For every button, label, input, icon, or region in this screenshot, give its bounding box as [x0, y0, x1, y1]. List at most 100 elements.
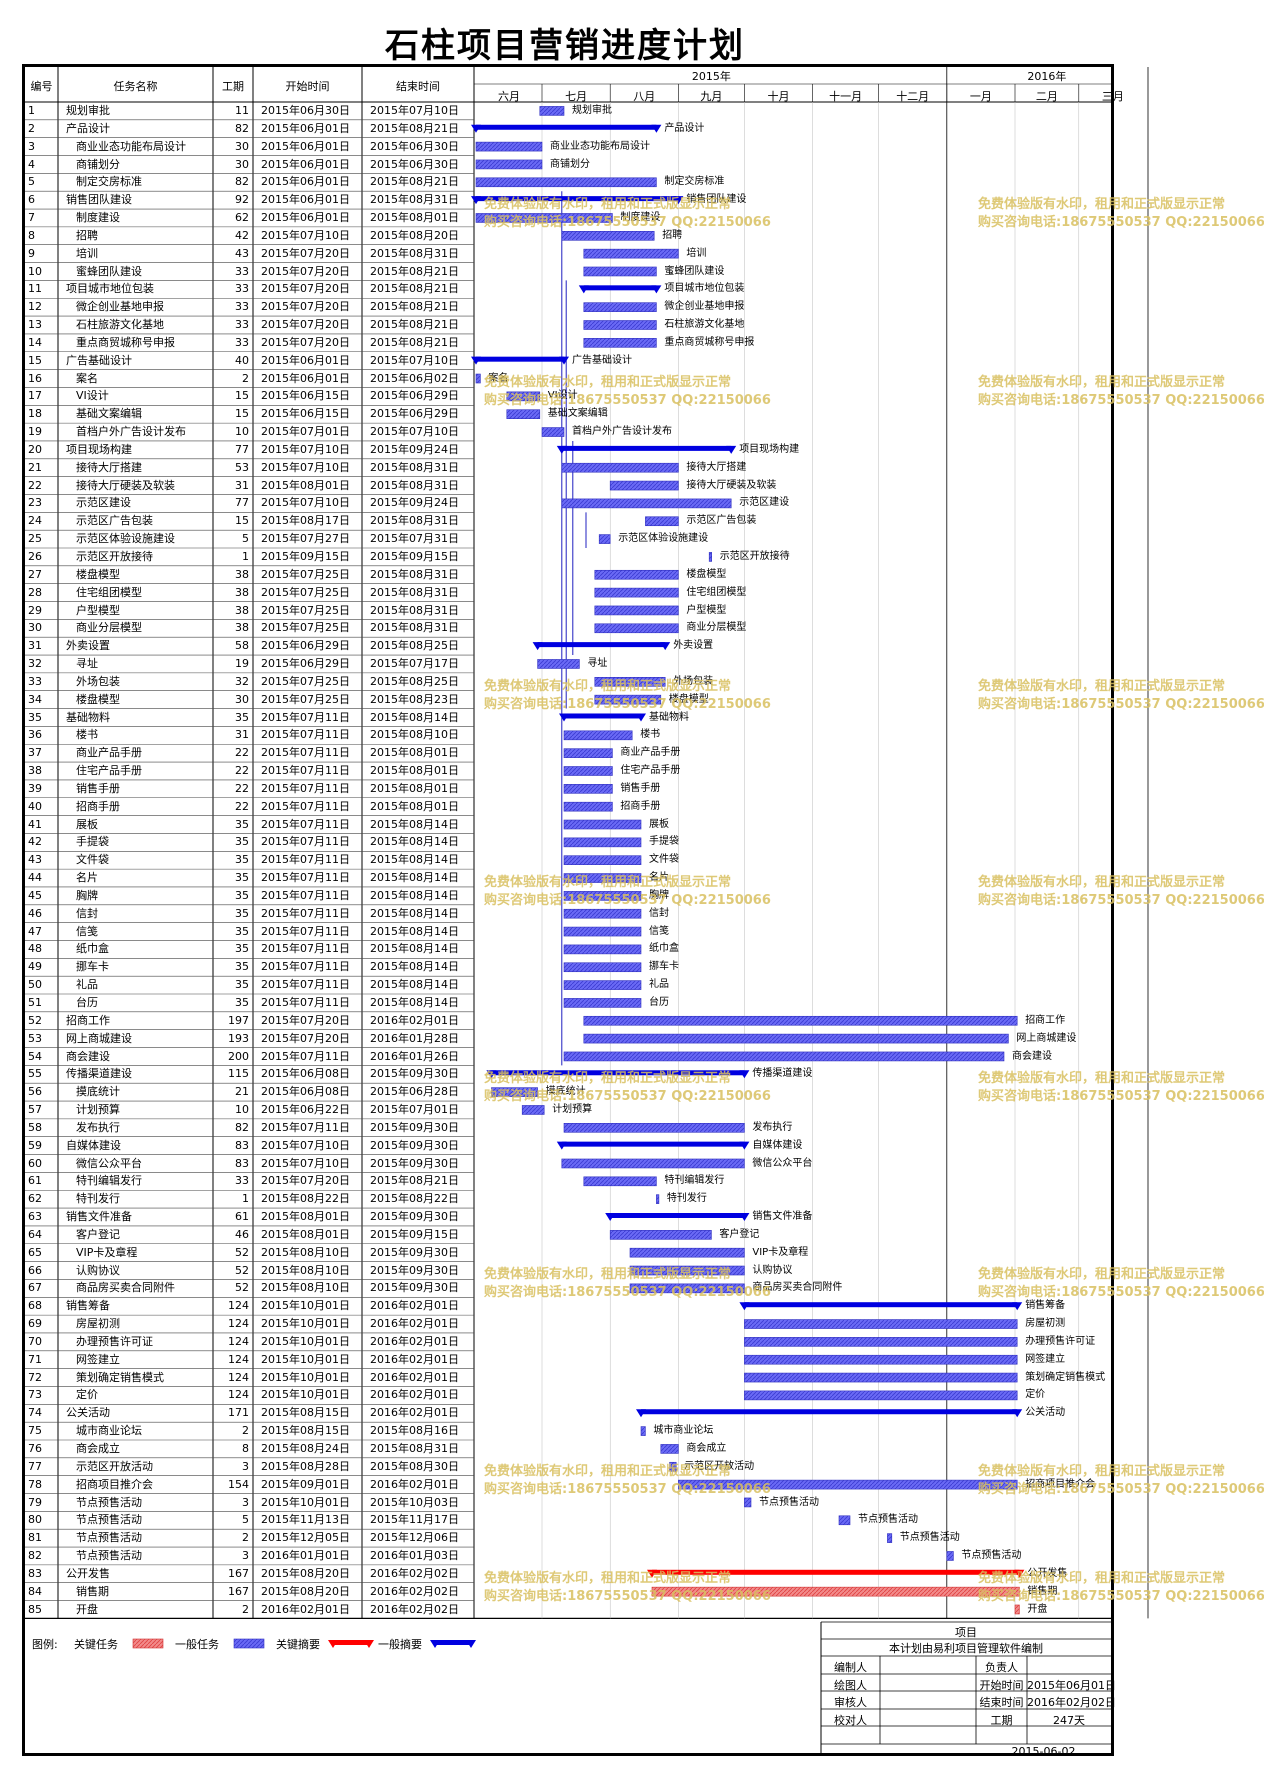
watermark-line2: 购买咨询电话:18675550537 QQ:22150066: [978, 696, 1264, 712]
task-id: 27: [28, 567, 42, 581]
summary-end-marker: [726, 445, 737, 454]
task-end: 2015年08月21日: [370, 335, 459, 349]
task-name: 广告基础设计: [66, 353, 132, 367]
task-bar: [744, 1337, 1018, 1347]
task-duration: 10: [235, 1103, 249, 1117]
task-duration: 52: [235, 1281, 249, 1295]
task-name: 微信公众平台: [76, 1156, 142, 1170]
task-bar: [541, 427, 565, 437]
task-duration: 3: [242, 1495, 249, 1509]
bar-label: 案名: [488, 372, 509, 384]
summary-bar: [610, 1213, 745, 1218]
task-duration: 31: [235, 728, 249, 742]
bar-label: 展板: [649, 818, 669, 830]
task-duration: 33: [235, 300, 249, 314]
checker-label: 校对人: [834, 1714, 867, 1727]
end-value: 2016年02月02日: [1027, 1696, 1116, 1709]
task-duration: 193: [228, 1031, 249, 1045]
task-duration: 15: [235, 514, 249, 528]
task-start: 2015年06月15日: [261, 407, 350, 421]
month-label: 六月: [498, 90, 520, 103]
bar-label: 客户登记: [719, 1228, 760, 1240]
header-end: 结束时间: [396, 80, 440, 93]
task-name: 接待大厅搭建: [76, 460, 142, 474]
bar-label: 礼品: [649, 979, 669, 991]
task-duration: 19: [235, 657, 249, 671]
bar-label: 住宅组团模型: [686, 586, 747, 598]
task-id: 61: [28, 1174, 42, 1188]
task-bar: [744, 1390, 1018, 1401]
year-label: 2015年: [691, 70, 731, 83]
task-id: 42: [28, 835, 42, 849]
summary-start-marker: [486, 1070, 497, 1079]
task-duration: 43: [235, 246, 249, 260]
task-start: 2015年07月11日: [261, 978, 350, 992]
task-bar: [594, 694, 662, 705]
task-start: 2015年07月25日: [261, 621, 350, 635]
task-duration: 200: [228, 1049, 249, 1063]
summary-start-marker: [739, 1302, 750, 1311]
task-id: 58: [28, 1120, 42, 1134]
task-duration: 35: [235, 996, 249, 1009]
task-id: 8: [28, 228, 35, 242]
bar-label: 项目城市地位包装: [664, 283, 745, 295]
task-start: 2015年07月10日: [261, 1156, 350, 1170]
task-name: 基础物料: [66, 710, 110, 724]
task-start: 2015年08月20日: [261, 1584, 350, 1598]
summary-bar: [476, 356, 564, 362]
task-bar: [744, 1319, 1018, 1329]
task-start: 2015年07月01日: [261, 425, 350, 439]
bar-label: 规划审批: [572, 105, 612, 116]
task-start: 2015年07月10日: [261, 228, 350, 242]
task-start: 2015年07月20日: [261, 264, 350, 278]
task-end: 2015年08月22日: [370, 1192, 459, 1206]
task-id: 7: [28, 211, 35, 225]
task-bar: [946, 1551, 954, 1561]
task-name: 文件袋: [76, 853, 109, 867]
task-end: 2015年08月01日: [370, 781, 459, 795]
task-end: 2015年06月28日: [370, 1085, 459, 1099]
bar-label: 策划确定销售模式: [1025, 1371, 1106, 1383]
summary-start-marker: [471, 356, 481, 365]
task-duration: 197: [228, 1013, 249, 1027]
task-start: 2015年06月22日: [261, 1103, 350, 1117]
task-end: 2015年08月21日: [370, 318, 459, 332]
task-duration: 31: [235, 478, 249, 492]
task-bar: [660, 1444, 679, 1454]
task-name: 项目城市地位包装: [66, 282, 154, 296]
task-id: 52: [28, 1013, 42, 1027]
task-duration: 53: [235, 460, 249, 474]
watermark-line1: 免费体验版有水印，租用和正式版显示正常: [484, 197, 732, 213]
task-duration: 124: [228, 1388, 249, 1402]
bar-label: 基础物料: [649, 711, 689, 723]
task-name: 商业分层模型: [76, 621, 142, 635]
task-name: 示范区开放接待: [76, 550, 153, 563]
task-bar: [537, 659, 580, 669]
bar-label: 房屋初测: [1025, 1318, 1066, 1330]
task-end: 2015年07月31日: [370, 532, 459, 546]
task-duration: 42: [235, 228, 249, 242]
task-duration: 3: [242, 1549, 249, 1563]
task-name: 示范区建设: [76, 496, 131, 510]
page-title: 石柱项目营销进度计划: [385, 26, 745, 66]
task-end: 2015年09月30日: [370, 1120, 459, 1134]
summary-end-marker: [660, 642, 671, 651]
task-duration: 154: [228, 1477, 249, 1491]
bar-label: 特刊编辑发行: [664, 1175, 725, 1187]
month-label: 三月: [1101, 90, 1124, 103]
watermark-line1: 免费体验版有水印，租用和正式版显示正常: [484, 678, 732, 694]
summary-start-marker: [578, 285, 589, 294]
task-id: 60: [28, 1156, 42, 1170]
task-end: 2015年08月21日: [370, 121, 459, 135]
task-name: 住宅组团模型: [76, 585, 142, 599]
bar-label: 商会成立: [686, 1443, 727, 1454]
task-duration: 32: [235, 674, 249, 688]
task-bar: [563, 891, 642, 901]
task-id: 48: [28, 942, 42, 956]
task-duration: 15: [235, 407, 249, 421]
task-end: 2015年08月01日: [370, 746, 459, 760]
task-name: 认购协议: [76, 1263, 120, 1277]
bar-label: 网上商城建设: [1016, 1032, 1077, 1044]
task-duration: 52: [235, 1245, 249, 1259]
summary-end-marker: [636, 713, 646, 722]
